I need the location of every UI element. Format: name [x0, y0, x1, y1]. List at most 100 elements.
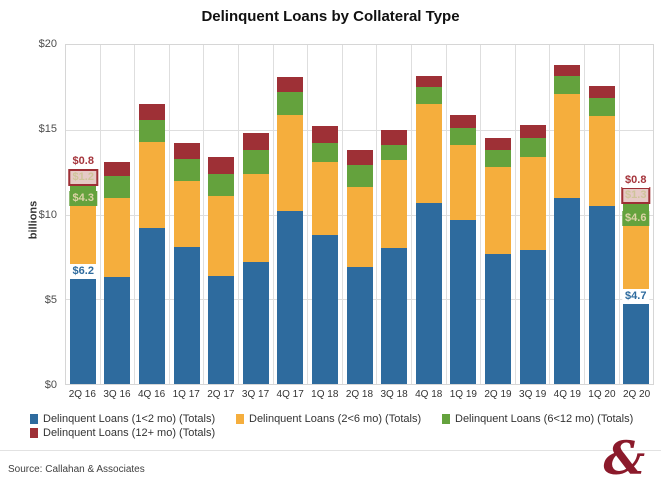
bar-slot	[343, 45, 378, 384]
bar-slot	[239, 45, 274, 384]
bar-segment-series-2[interactable]	[277, 92, 304, 115]
bar-segment-series-3[interactable]	[381, 129, 408, 146]
bar-slot	[135, 45, 170, 384]
bar-segment-series-2[interactable]	[450, 128, 477, 146]
bar-segment-series-2[interactable]	[173, 158, 200, 181]
bar-segment-series-1[interactable]	[415, 104, 442, 203]
bar-segment-series-3[interactable]	[242, 133, 269, 151]
bar-segment-series-0[interactable]	[242, 261, 269, 384]
bar-segment-series-1[interactable]	[208, 195, 235, 276]
bar-value-label: $6.2	[69, 263, 97, 279]
bar-slot	[412, 45, 447, 384]
bar-segment-series-1[interactable]	[381, 160, 408, 249]
bar-segment-series-3[interactable]	[104, 161, 131, 176]
bar-segment-series-1[interactable]	[519, 156, 546, 251]
x-tick-label: 1Q 18	[311, 389, 339, 400]
legend-swatch-icon	[30, 428, 38, 438]
legend-label: Delinquent Loans (1<2 mo) (Totals)	[43, 413, 216, 425]
bar-segment-series-2[interactable]	[554, 75, 581, 95]
bar-segment-series-3[interactable]	[554, 65, 581, 76]
bar-segment-series-3[interactable]	[450, 114, 477, 129]
source-attribution: Source: Callahan & Associates	[8, 464, 145, 475]
bar-segment-series-0[interactable]	[519, 250, 546, 384]
bar-2Q-17	[208, 45, 235, 384]
bar-segment-series-1[interactable]	[242, 173, 269, 262]
bar-value-label: $1.3	[621, 187, 651, 205]
bar-segment-series-0[interactable]	[104, 277, 131, 384]
bar-4Q-16	[138, 45, 165, 384]
bar-4Q-18	[415, 45, 442, 384]
bar-segment-series-3[interactable]	[173, 143, 200, 159]
footer-divider	[0, 450, 661, 451]
bar-segment-series-1[interactable]	[311, 161, 338, 235]
bar-slot	[585, 45, 620, 384]
bar-2Q-16	[69, 45, 96, 384]
bar-segment-series-1[interactable]	[346, 187, 373, 268]
bar-segment-series-0[interactable]	[484, 253, 511, 384]
bar-slot	[66, 45, 101, 384]
bar-segment-series-0[interactable]	[173, 246, 200, 384]
bar-segment-series-1[interactable]	[277, 114, 304, 212]
bar-segment-series-0[interactable]	[450, 219, 477, 384]
legend: Delinquent Loans (1<2 mo) (Totals) Delinq…	[30, 413, 650, 441]
bar-segment-series-2[interactable]	[381, 145, 408, 161]
bar-segment-series-0[interactable]	[623, 304, 650, 384]
y-tick-label: $5	[44, 293, 57, 306]
bar-segment-series-2[interactable]	[242, 150, 269, 174]
bar-segment-series-0[interactable]	[69, 278, 96, 384]
bar-segment-series-2[interactable]	[588, 97, 615, 117]
x-tick-label: 3Q 16	[103, 389, 131, 400]
bar-segment-series-0[interactable]	[311, 234, 338, 384]
bar-segment-series-2[interactable]	[346, 165, 373, 188]
bar-segment-series-2[interactable]	[138, 119, 165, 142]
bar-segment-series-2[interactable]	[519, 138, 546, 157]
legend-item-1: Delinquent Loans (2<6 mo) (Totals)	[236, 413, 442, 425]
gridline	[66, 129, 653, 131]
bar-segment-series-1[interactable]	[450, 145, 477, 220]
bar-segment-series-3[interactable]	[519, 124, 546, 139]
bar-segment-series-0[interactable]	[554, 197, 581, 384]
x-tick-label: 4Q 17	[276, 389, 304, 400]
bar-segment-series-2[interactable]	[208, 173, 235, 196]
bar-segment-series-3[interactable]	[484, 138, 511, 151]
bar-value-label: $0.8	[69, 154, 97, 170]
bar-segment-series-2[interactable]	[415, 87, 442, 105]
legend-row-2: Delinquent Loans (12+ mo) (Totals)	[30, 427, 650, 439]
bar-segment-series-0[interactable]	[588, 206, 615, 384]
bar-segment-series-1[interactable]	[104, 197, 131, 278]
bar-segment-series-3[interactable]	[346, 150, 373, 166]
bar-value-label: $1.2	[68, 168, 98, 186]
bar-segment-series-3[interactable]	[311, 126, 338, 144]
bar-slot	[550, 45, 585, 384]
bar-segment-series-1[interactable]	[588, 116, 615, 207]
bar-segment-series-1[interactable]	[484, 167, 511, 254]
bar-segment-series-3[interactable]	[138, 104, 165, 120]
bar-4Q-19	[554, 45, 581, 384]
bar-segment-series-0[interactable]	[346, 267, 373, 384]
bar-slot	[481, 45, 516, 384]
bar-segment-series-0[interactable]	[208, 275, 235, 384]
legend-swatch-icon	[30, 414, 38, 424]
x-tick-label: 4Q 18	[415, 389, 443, 400]
bar-segment-series-1[interactable]	[554, 94, 581, 198]
bar-segment-series-3[interactable]	[415, 75, 442, 88]
bar-slot	[377, 45, 412, 384]
bar-segment-series-0[interactable]	[381, 248, 408, 384]
bar-segment-series-0[interactable]	[138, 228, 165, 384]
bar-value-label: $0.8	[622, 172, 650, 188]
x-tick-label: 2Q 17	[207, 389, 235, 400]
bar-value-label: $4.7	[622, 289, 650, 305]
bar-segment-series-1[interactable]	[173, 180, 200, 247]
bar-segment-series-3[interactable]	[208, 156, 235, 174]
bar-segment-series-0[interactable]	[277, 211, 304, 384]
x-tick-label: 2Q 16	[68, 389, 96, 400]
bar-slot	[274, 45, 309, 384]
bar-segment-series-3[interactable]	[277, 77, 304, 93]
bar-segment-series-1[interactable]	[138, 141, 165, 229]
bar-segment-series-0[interactable]	[415, 202, 442, 384]
bar-segment-series-2[interactable]	[311, 143, 338, 162]
bar-segment-series-2[interactable]	[484, 150, 511, 168]
bar-segment-series-2[interactable]	[104, 175, 131, 198]
bar-slots	[66, 45, 653, 384]
bar-segment-series-3[interactable]	[588, 85, 615, 98]
